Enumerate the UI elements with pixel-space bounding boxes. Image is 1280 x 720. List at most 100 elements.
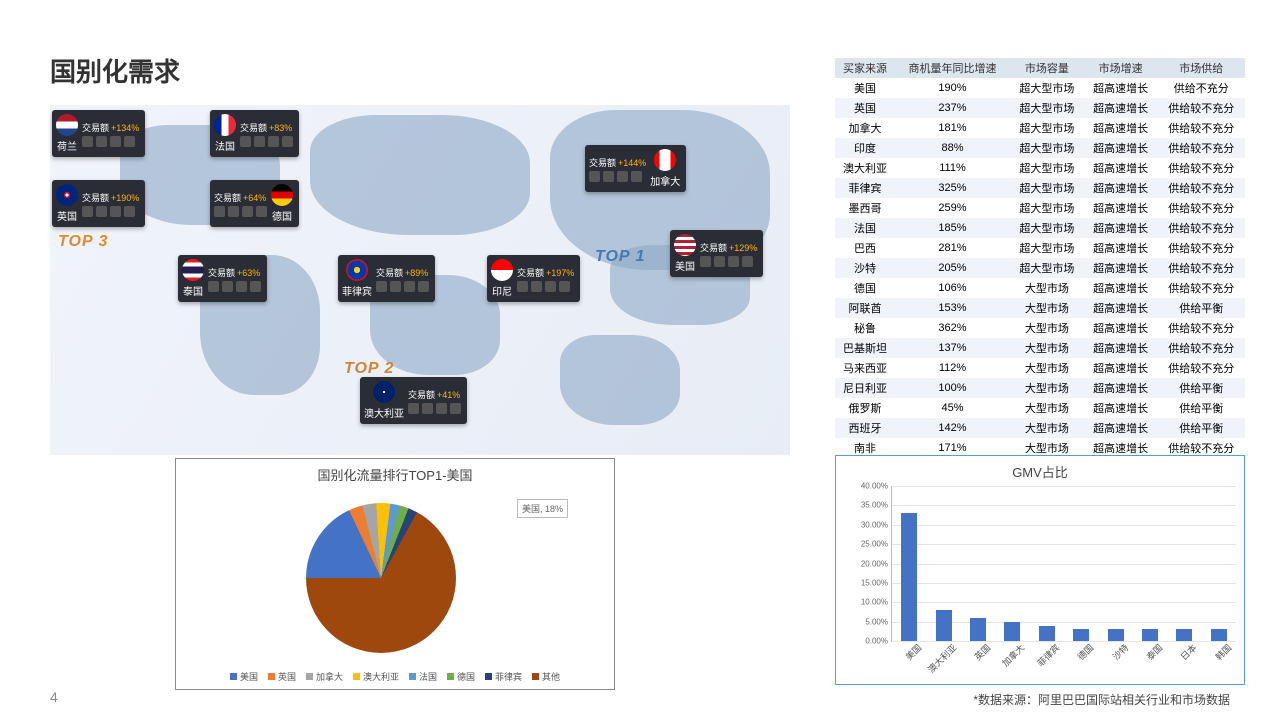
country-card: 泰国交易额+63% bbox=[178, 255, 267, 302]
flag-icon bbox=[674, 234, 696, 256]
table-cell: 尼日利亚 bbox=[835, 378, 895, 398]
growth-percent: +63% bbox=[237, 268, 260, 278]
legend-item: 澳大利亚 bbox=[353, 670, 399, 683]
product-icon bbox=[422, 403, 433, 414]
bar-y-axis-label: 25.00% bbox=[861, 540, 888, 549]
table-row: 菲律宾325%超大型市场超高速增长供给较不充分 bbox=[835, 178, 1245, 198]
page-title: 国别化需求 bbox=[50, 52, 180, 89]
legend-item: 德国 bbox=[447, 670, 475, 683]
bar-chart-title: GMV占比 bbox=[836, 462, 1244, 481]
country-name: 菲律宾 bbox=[342, 283, 372, 298]
page-number: 4 bbox=[50, 689, 58, 705]
country-name: 德国 bbox=[272, 208, 292, 223]
legend-label: 加拿大 bbox=[316, 670, 343, 683]
product-icon bbox=[404, 281, 415, 292]
bar-column bbox=[1073, 629, 1089, 641]
legend-swatch bbox=[353, 673, 360, 680]
product-icon bbox=[110, 206, 121, 217]
product-icon bbox=[742, 256, 753, 267]
table-row: 印度88%超大型市场超高速增长供给较不充分 bbox=[835, 138, 1245, 158]
bar-x-axis-label: 美国 bbox=[902, 641, 924, 663]
table-cell: 超大型市场 bbox=[1010, 98, 1084, 118]
transaction-label: 交易额 bbox=[82, 121, 109, 134]
transaction-label: 交易额 bbox=[408, 388, 435, 401]
product-icon bbox=[110, 136, 121, 147]
table-row: 加拿大181%超大型市场超高速增长供给较不充分 bbox=[835, 118, 1245, 138]
bar-chart-area: 0.00%5.00%10.00%15.00%20.00%25.00%30.00%… bbox=[891, 486, 1236, 642]
legend-swatch bbox=[230, 673, 237, 680]
country-name: 法国 bbox=[215, 138, 235, 153]
table-cell: 205% bbox=[895, 258, 1010, 278]
table-cell: 112% bbox=[895, 358, 1010, 378]
table-cell: 澳大利亚 bbox=[835, 158, 895, 178]
table-cell: 111% bbox=[895, 158, 1010, 178]
transaction-label: 交易额 bbox=[82, 191, 109, 204]
growth-percent: +89% bbox=[405, 268, 428, 278]
product-icon bbox=[617, 171, 628, 182]
table-cell: 185% bbox=[895, 218, 1010, 238]
table-cell: 菲律宾 bbox=[835, 178, 895, 198]
bar-column bbox=[1108, 629, 1124, 641]
table-row: 澳大利亚111%超大型市场超高速增长供给较不充分 bbox=[835, 158, 1245, 178]
table-cell: 巴基斯坦 bbox=[835, 338, 895, 358]
table-cell: 西班牙 bbox=[835, 418, 895, 438]
table-cell: 供给较不充分 bbox=[1158, 258, 1246, 278]
table-row: 墨西哥259%超大型市场超高速增长供给较不充分 bbox=[835, 198, 1245, 218]
product-icon bbox=[700, 256, 711, 267]
table-cell: 181% bbox=[895, 118, 1010, 138]
table-row: 西班牙142%大型市场超高速增长供给平衡 bbox=[835, 418, 1245, 438]
product-icons-row bbox=[208, 281, 261, 292]
data-source-note: *数据来源：阿里巴巴国际站相关行业和市场数据 bbox=[973, 691, 1230, 708]
table-cell: 超大型市场 bbox=[1010, 218, 1084, 238]
legend-item: 菲律宾 bbox=[485, 670, 522, 683]
bar-y-axis-label: 20.00% bbox=[861, 559, 888, 568]
product-icon bbox=[714, 256, 725, 267]
table-cell: 超高速增长 bbox=[1084, 318, 1158, 338]
legend-swatch bbox=[409, 673, 416, 680]
product-icon bbox=[236, 281, 247, 292]
table-cell: 供给较不充分 bbox=[1158, 338, 1246, 358]
table-cell: 供给较不充分 bbox=[1158, 158, 1246, 178]
table-cell: 大型市场 bbox=[1010, 338, 1084, 358]
product-icons-row bbox=[82, 206, 139, 217]
product-icon bbox=[559, 281, 570, 292]
product-icon bbox=[254, 136, 265, 147]
growth-percent: +190% bbox=[111, 193, 139, 203]
bar-x-axis-label: 德国 bbox=[1074, 641, 1096, 663]
bar-y-axis-label: 5.00% bbox=[865, 617, 888, 626]
table-cell: 大型市场 bbox=[1010, 418, 1084, 438]
country-name: 美国 bbox=[675, 258, 695, 273]
table-cell: 大型市场 bbox=[1010, 318, 1084, 338]
top-rank-label: TOP 3 bbox=[58, 233, 108, 251]
table-cell: 超高速增长 bbox=[1084, 358, 1158, 378]
country-card: 英国交易额+190% bbox=[52, 180, 145, 227]
bar-x-axis-label: 加拿大 bbox=[999, 641, 1027, 669]
bar-x-axis-label: 沙特 bbox=[1109, 641, 1131, 663]
table-header-cell: 市场供给 bbox=[1158, 58, 1246, 78]
bar-y-axis-label: 30.00% bbox=[861, 520, 888, 529]
table-cell: 超高速增长 bbox=[1084, 258, 1158, 278]
product-icon bbox=[208, 281, 219, 292]
table-cell: 237% bbox=[895, 98, 1010, 118]
product-icons-row bbox=[376, 281, 429, 292]
product-icon bbox=[450, 403, 461, 414]
bar-column bbox=[1176, 629, 1192, 641]
table-row: 秘鲁362%大型市场超高速增长供给较不充分 bbox=[835, 318, 1245, 338]
table-cell: 供给较不充分 bbox=[1158, 278, 1246, 298]
flag-icon bbox=[346, 259, 368, 281]
table-cell: 超高速增长 bbox=[1084, 158, 1158, 178]
table-cell: 阿联酋 bbox=[835, 298, 895, 318]
table-cell: 362% bbox=[895, 318, 1010, 338]
flag-icon bbox=[654, 149, 676, 171]
product-icon bbox=[250, 281, 261, 292]
table-cell: 加拿大 bbox=[835, 118, 895, 138]
table-cell: 供给不充分 bbox=[1158, 78, 1246, 98]
country-card: 交易额+144%加拿大 bbox=[585, 145, 686, 192]
table-cell: 超大型市场 bbox=[1010, 138, 1084, 158]
legend-label: 菲律宾 bbox=[495, 670, 522, 683]
table-header-cell: 商机量年同比增速 bbox=[895, 58, 1010, 78]
product-icon bbox=[268, 136, 279, 147]
product-icons-row bbox=[700, 256, 757, 267]
product-icon bbox=[631, 171, 642, 182]
country-name: 泰国 bbox=[183, 283, 203, 298]
